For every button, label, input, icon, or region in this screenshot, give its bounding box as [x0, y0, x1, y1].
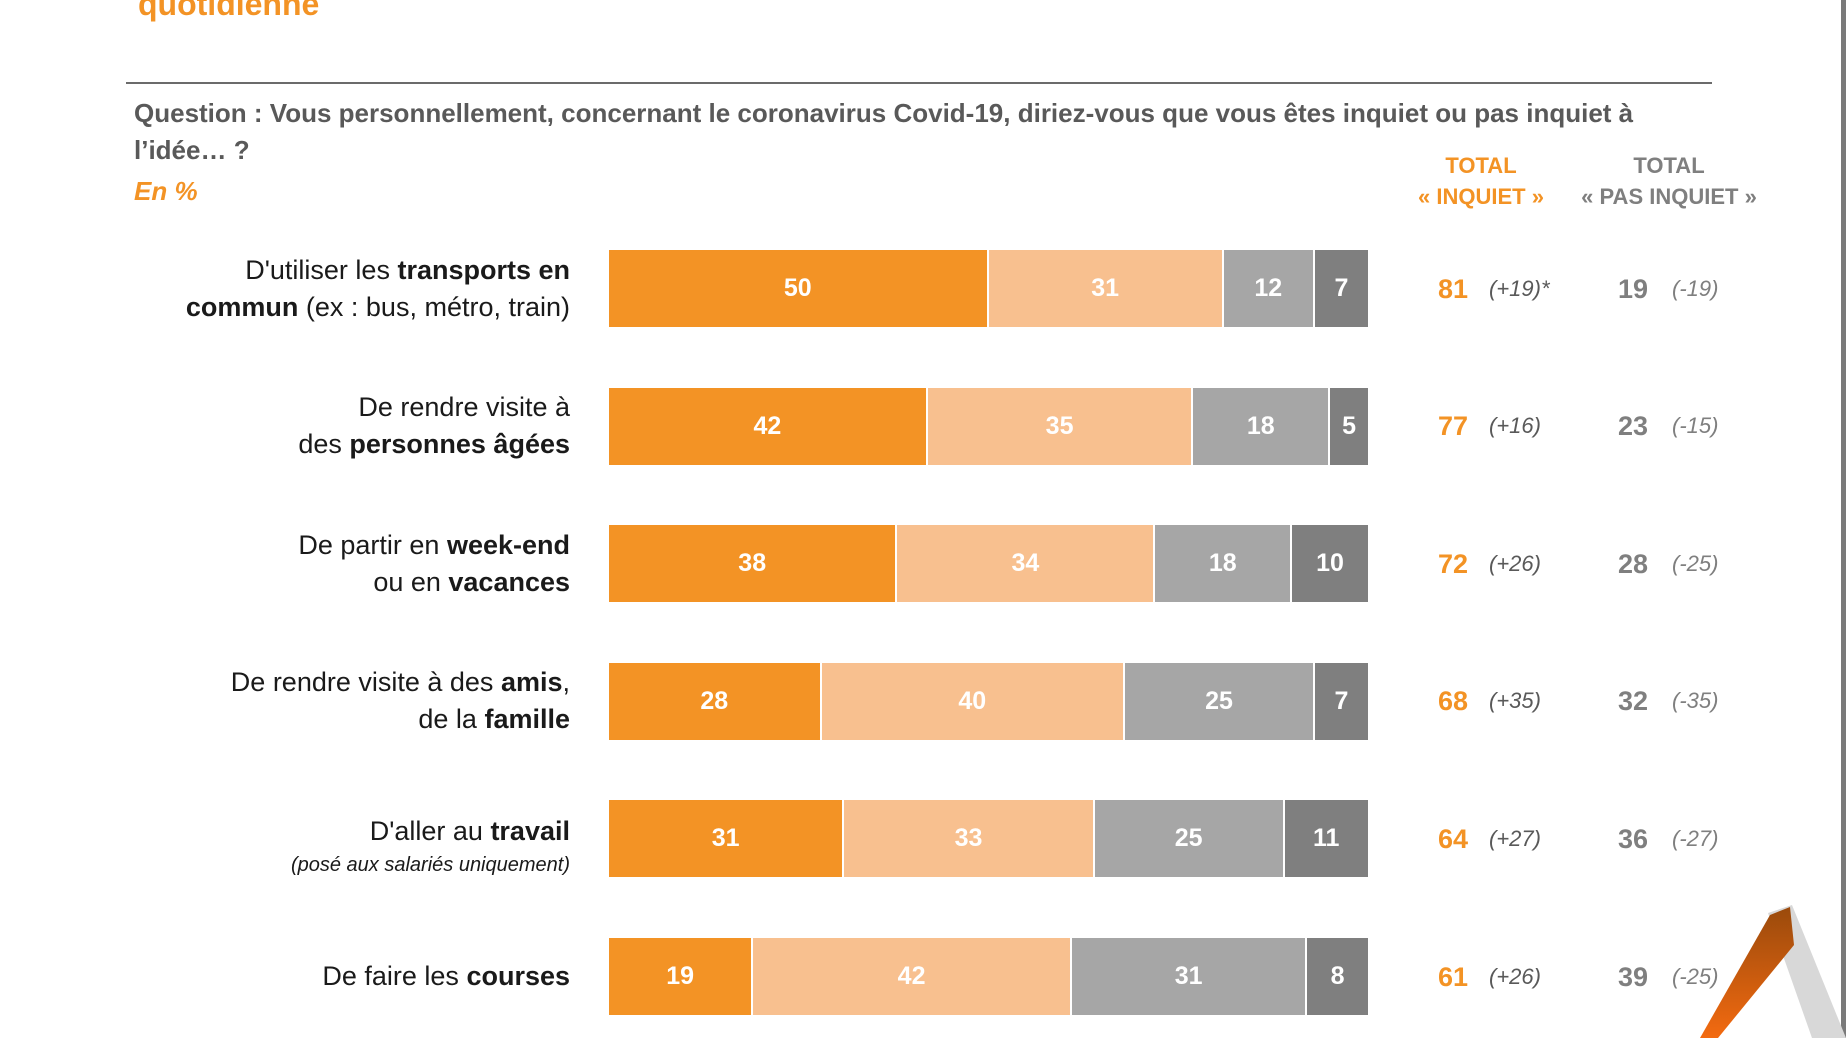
window-edge: [1841, 0, 1846, 1038]
row-label-part: travail: [490, 816, 570, 847]
bar-segment: 25: [1094, 800, 1285, 878]
total-inquiet-value: 77: [1438, 411, 1469, 442]
column-header-total-pas-inquiet: TOTAL « PAS INQUIET »: [1559, 150, 1779, 212]
bar-segment: 7: [1314, 662, 1368, 740]
total-inquiet-delta: (+35): [1489, 688, 1541, 714]
total-pas-inquiet-delta: (-25): [1672, 550, 1719, 576]
total-pas-inquiet-value: 23: [1618, 411, 1649, 442]
row-label: De partir en week-end ou en vacances: [150, 527, 570, 601]
question-text: Question : Vous personnellement, concern…: [134, 98, 1634, 165]
row-label-part: week-end: [446, 529, 570, 560]
bar-segment: 25: [1125, 662, 1315, 740]
bar-segment: 40: [821, 662, 1126, 740]
bar-segment: 31: [988, 250, 1224, 327]
row-label: De rendre visite à des amis, de la famill…: [150, 664, 570, 738]
row-label-part: de la: [418, 704, 485, 735]
total-pas-inquiet-delta: (-35): [1672, 688, 1719, 714]
bar-segment: 42: [609, 387, 928, 465]
bar-segment: 18: [1193, 387, 1331, 465]
total-inquiet-value: 64: [1438, 823, 1469, 854]
total-pas-inquiet-value: 28: [1618, 548, 1649, 579]
total-pas-inquiet-value: 19: [1618, 273, 1649, 304]
row-label-note: (posé aux salariés uniquement): [290, 854, 570, 877]
bar-segment: 34: [897, 525, 1156, 603]
column-header-total-inquiet: TOTAL « INQUIET »: [1371, 150, 1591, 212]
total-inquiet-value: 68: [1438, 686, 1469, 717]
total-inquiet-delta: (+26): [1489, 550, 1541, 576]
row-label-part: transports en: [397, 254, 570, 285]
column-header-line: « INQUIET »: [1418, 184, 1544, 209]
header-title-fragment: quotidienne: [138, 0, 320, 22]
total-pas-inquiet-delta: (-15): [1672, 413, 1719, 439]
total-pas-inquiet-value: 32: [1618, 686, 1649, 717]
bar-segment: 10: [1292, 525, 1368, 603]
row-label: D'aller au travail (posé aux salariés uni…: [150, 813, 570, 880]
bar-segment: 8: [1307, 938, 1368, 1015]
row-label-part: De rendre visite à: [358, 392, 570, 423]
row-label-part: vacances: [448, 566, 570, 597]
bar-segment: 33: [844, 800, 1095, 878]
bar-segment: 18: [1155, 525, 1293, 603]
row-label-part: personnes âgées: [349, 429, 570, 460]
row-label-part: courses: [466, 961, 570, 991]
total-inquiet-delta: (+26): [1489, 963, 1541, 989]
row-label-part: amis: [500, 667, 563, 698]
row-label: De rendre visite à des personnes âgées: [150, 389, 570, 463]
row-label: D'utiliser les transports en commun (ex :…: [150, 252, 570, 326]
total-pas-inquiet-value: 39: [1618, 961, 1649, 992]
bar-segment: 35: [927, 387, 1194, 465]
row-label: De faire les courses: [150, 958, 570, 995]
row-label-part: famille: [484, 704, 570, 735]
unit-label: En %: [134, 176, 198, 206]
row-label-part: ou en: [373, 566, 449, 597]
bar-segment: 38: [609, 525, 898, 603]
column-header-line: TOTAL: [1445, 153, 1517, 178]
total-pas-inquiet-value: 36: [1618, 823, 1649, 854]
brand-logo-icon: [1700, 905, 1846, 1038]
total-inquiet-value: 72: [1438, 548, 1469, 579]
total-pas-inquiet-delta: (-25): [1672, 963, 1719, 989]
bar-segment: 50: [609, 250, 989, 327]
total-inquiet-delta: (+19)*: [1489, 275, 1550, 301]
bar-segment: 11: [1284, 800, 1368, 878]
row-label-part: (ex : bus, métro, train): [298, 291, 570, 322]
row-label-part: De partir en: [298, 529, 447, 560]
column-header-line: « PAS INQUIET »: [1581, 184, 1757, 209]
total-inquiet-value: 81: [1438, 273, 1469, 304]
column-header-line: TOTAL: [1633, 153, 1705, 178]
header-divider: [126, 82, 1712, 84]
row-label-part: De rendre visite à des: [230, 667, 501, 698]
bar-segment: 7: [1314, 250, 1368, 327]
row-label-part: D'aller au: [369, 816, 491, 847]
row-label-part: des: [298, 429, 350, 460]
row-label-part: De faire les: [322, 961, 467, 991]
total-inquiet-value: 61: [1438, 961, 1469, 992]
bar-segment: 12: [1223, 250, 1315, 327]
bar-segment: 31: [1071, 938, 1308, 1015]
bar-segment: 5: [1330, 387, 1368, 465]
row-label-part: ,: [562, 667, 570, 698]
row-label-part: commun: [185, 291, 299, 322]
bar-segment: 42: [753, 938, 1072, 1015]
total-inquiet-delta: (+27): [1489, 825, 1541, 851]
bar-segment: 19: [609, 938, 754, 1015]
total-pas-inquiet-delta: (-27): [1672, 825, 1719, 851]
total-inquiet-delta: (+16): [1489, 413, 1541, 439]
row-label-part: D'utiliser les: [245, 254, 398, 285]
bar-segment: 28: [609, 662, 822, 740]
bar-segment: 31: [609, 800, 845, 878]
total-pas-inquiet-delta: (-19): [1672, 275, 1719, 301]
